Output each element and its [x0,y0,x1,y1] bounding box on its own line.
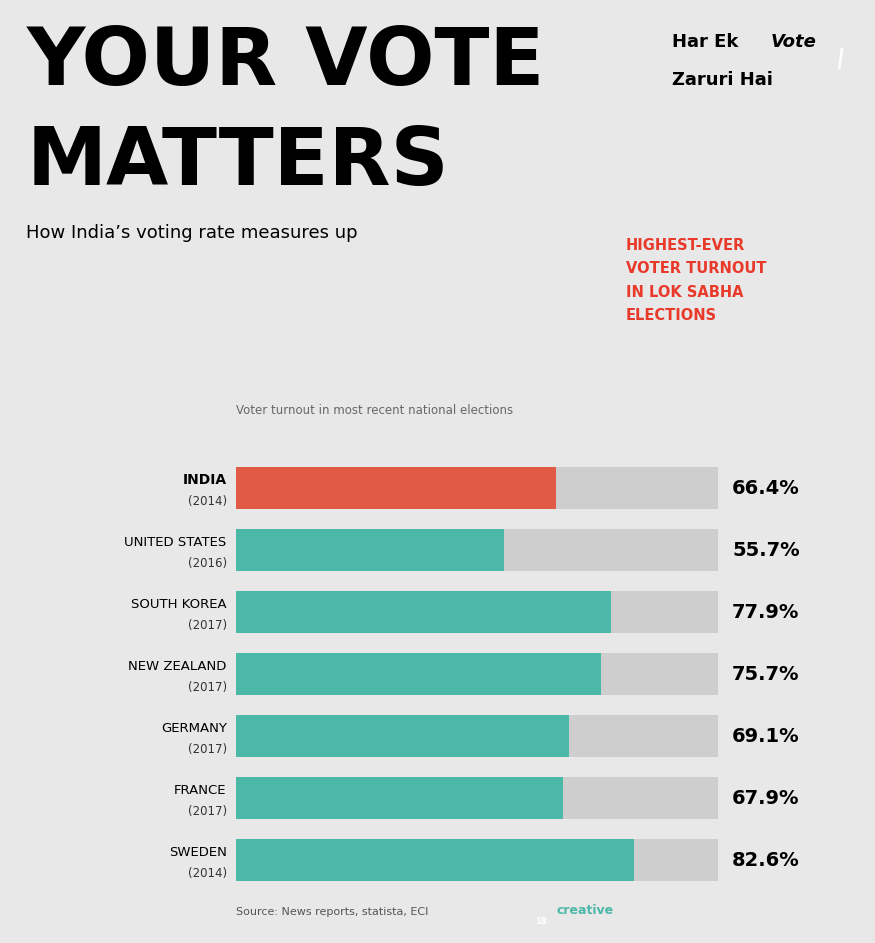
Text: (2014): (2014) [187,495,227,508]
Bar [236,715,718,757]
Text: UNITED STATES: UNITED STATES [124,536,227,549]
Text: 66.4%: 66.4% [732,479,800,498]
Bar [236,839,718,881]
Text: ELECTIONS: ELECTIONS [626,308,717,323]
Text: Zaruri Hai: Zaruri Hai [673,71,774,89]
Text: (2016): (2016) [187,557,227,571]
Text: MATTERS: MATTERS [26,124,449,203]
Text: /: / [834,46,847,71]
Text: 82.6%: 82.6% [732,851,800,869]
Text: (2017): (2017) [187,805,227,819]
Bar [236,591,718,634]
Bar [236,653,600,695]
Bar [236,468,556,509]
Text: (2017): (2017) [187,620,227,633]
Text: Vote: Vote [771,33,816,51]
Bar [236,529,718,571]
Text: IN LOK SABHA: IN LOK SABHA [626,285,743,300]
Text: 75.7%: 75.7% [732,665,800,684]
Text: Source: News reports, statista, ECI: Source: News reports, statista, ECI [236,906,429,917]
Text: VOTER TURNOUT: VOTER TURNOUT [626,261,766,276]
Text: FRANCE: FRANCE [174,784,227,797]
Text: How India’s voting rate measures up: How India’s voting rate measures up [26,224,358,242]
Text: NEW ZEALAND: NEW ZEALAND [129,660,227,672]
Text: Har Ek: Har Ek [673,33,738,51]
Text: 18: 18 [535,917,547,926]
Bar [236,715,569,757]
Text: SOUTH KOREA: SOUTH KOREA [131,598,227,611]
Text: 69.1%: 69.1% [732,727,800,746]
Bar [236,653,718,695]
Text: creative: creative [556,903,613,917]
Text: 67.9%: 67.9% [732,788,800,808]
Text: 77.9%: 77.9% [732,603,800,621]
Text: Voter turnout in most recent national elections: Voter turnout in most recent national el… [236,404,514,417]
Bar [236,591,611,634]
Text: 55.7%: 55.7% [732,540,800,560]
Text: GERMANY: GERMANY [161,721,227,735]
Bar [236,529,504,571]
Text: HIGHEST-EVER: HIGHEST-EVER [626,238,745,253]
Text: YOUR VOTE: YOUR VOTE [26,24,544,102]
Text: INDIA: INDIA [183,473,227,488]
Bar [236,777,718,819]
Bar [236,839,634,881]
Text: (2014): (2014) [187,868,227,880]
Text: (2017): (2017) [187,682,227,694]
Bar [236,468,718,509]
Bar [236,777,563,819]
Text: (2017): (2017) [187,743,227,756]
Text: SWEDEN: SWEDEN [169,846,227,858]
